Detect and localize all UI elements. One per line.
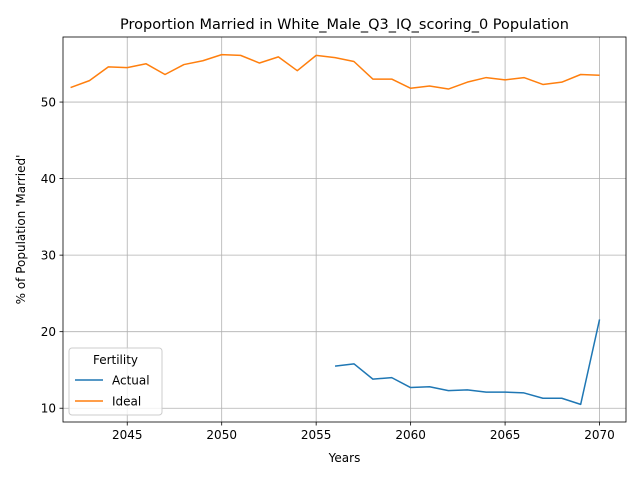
legend-label-ideal: Ideal: [112, 394, 141, 408]
y-tick-label: 10: [41, 402, 56, 416]
chart-title: Proportion Married in White_Male_Q3_IQ_s…: [120, 17, 569, 33]
y-tick-label: 50: [41, 95, 56, 109]
series-line-ideal: [70, 53, 600, 90]
x-tick-label: 2050: [206, 428, 237, 442]
y-tick-label: 30: [41, 248, 56, 262]
plot-frame: [62, 36, 627, 423]
x-axis-label: Years: [328, 451, 361, 465]
legend-title: Fertility: [93, 353, 138, 367]
legend-box: [68, 347, 163, 416]
y-tick-label: 20: [41, 325, 56, 339]
plot-lines: [70, 53, 601, 406]
y-tick-label: 40: [41, 172, 56, 186]
x-tick-label: 2045: [112, 428, 143, 442]
x-tick-label: 2070: [584, 428, 615, 442]
legend: Fertility Actual Ideal: [68, 347, 163, 416]
x-axis-ticks: 2045 2050 2055 2060 2065 2070: [112, 422, 615, 442]
x-tick-label: 2055: [301, 428, 332, 442]
y-axis-label: % of Population 'Married': [14, 155, 28, 305]
legend-items: Actual Ideal: [75, 373, 150, 408]
x-tick-label: 2060: [395, 428, 426, 442]
series-line-actual: [334, 319, 601, 406]
legend-label-actual: Actual: [112, 373, 150, 387]
y-axis-ticks: 10 20 30 40 50: [41, 95, 63, 416]
x-tick-label: 2065: [490, 428, 521, 442]
grid-lines: [63, 37, 626, 422]
